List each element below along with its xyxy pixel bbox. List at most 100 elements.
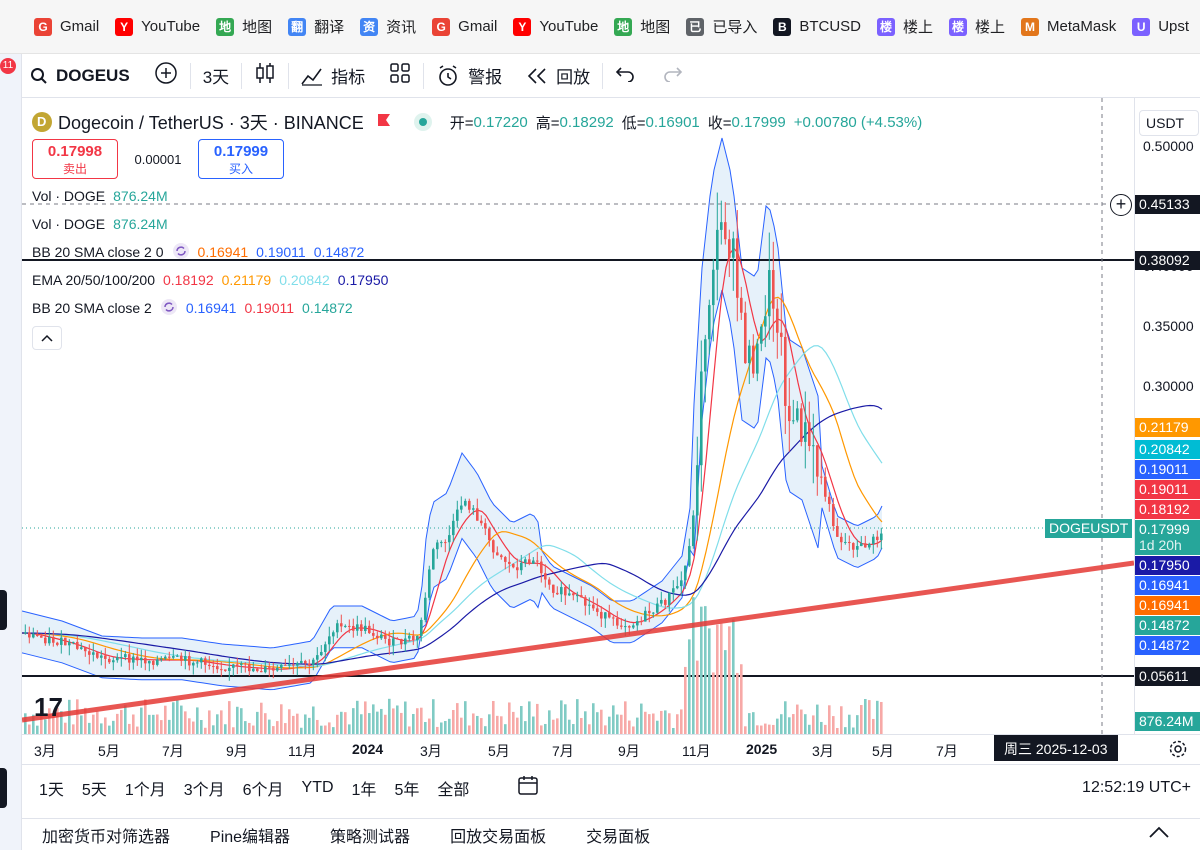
- flag-icon[interactable]: [376, 112, 392, 133]
- bookmark-item[interactable]: Y YouTube: [509, 12, 610, 42]
- candle-body: [812, 445, 815, 447]
- indicator-legend-row[interactable]: Vol · DOGE 876.24M: [32, 182, 922, 210]
- alert-button[interactable]: 警报: [424, 54, 514, 98]
- indicator-legend-row[interactable]: Vol · DOGE 876.24M: [32, 210, 922, 238]
- candle-body: [880, 533, 883, 541]
- range-button[interactable]: 5年: [394, 781, 420, 799]
- range-button[interactable]: 1年: [351, 781, 377, 799]
- volume-bar: [528, 701, 531, 734]
- volume-bar: [268, 719, 271, 734]
- candle-body: [140, 657, 143, 661]
- bookmark-item[interactable]: M MetaMask: [1017, 12, 1128, 42]
- sell-price: 0.17998: [47, 143, 103, 160]
- candle-body: [760, 326, 763, 344]
- range-button[interactable]: 1天: [39, 781, 64, 799]
- volume-bar: [516, 717, 519, 734]
- volume-bar: [736, 672, 739, 734]
- utc-clock[interactable]: 12:52:19 UTC+: [1082, 778, 1191, 796]
- range-button[interactable]: 1个月: [124, 781, 166, 799]
- bookmark-item[interactable]: 地地图: [610, 12, 682, 42]
- toolbar-block[interactable]: [0, 768, 7, 808]
- add-alert-plus-button[interactable]: +: [1110, 194, 1132, 216]
- indicator-legend-row[interactable]: EMA 20/50/100/200 0.18192 0.21179 0.20842 0.…: [32, 266, 922, 294]
- symbol-search-button[interactable]: DOGEUS: [22, 54, 142, 98]
- bottom-tab[interactable]: 回放交易面板: [450, 828, 547, 846]
- range-button[interactable]: 6个月: [242, 781, 284, 799]
- bookmark-item[interactable]: Y YouTube: [111, 12, 212, 42]
- range-button[interactable]: 全部: [437, 781, 470, 799]
- price-chart[interactable]: 17: [22, 98, 1134, 734]
- bookmark-item[interactable]: B BTCUSD: [769, 12, 873, 42]
- indicators-button[interactable]: 指标: [289, 54, 377, 98]
- bookmark-item[interactable]: 地地图: [212, 12, 284, 42]
- bottom-tab[interactable]: 策略测试器: [330, 828, 411, 846]
- range-button[interactable]: YTD: [301, 778, 334, 796]
- interval-button[interactable]: 3天: [202, 68, 230, 87]
- volume-bar: [292, 715, 295, 734]
- bookmark-item[interactable]: 楼楼上: [945, 12, 1017, 42]
- bottom-tab[interactable]: 加密货币对筛选器: [42, 828, 171, 846]
- chart-type-button[interactable]: [242, 54, 288, 98]
- volume-bar: [288, 709, 291, 734]
- range-button[interactable]: 5天: [81, 781, 107, 799]
- undo-button[interactable]: [603, 54, 649, 98]
- indicator-legend-row[interactable]: BB 20 SMA close 2 0 0.16941 0.19011 0.14872: [32, 238, 922, 266]
- volume-bar: [400, 712, 403, 734]
- volume-bar: [256, 711, 259, 734]
- candle-body: [820, 476, 823, 478]
- volume-bar: [428, 718, 431, 734]
- buy-button[interactable]: 0.17999 买入: [198, 139, 284, 179]
- notification-badge[interactable]: 11: [0, 58, 16, 74]
- collapse-legend-button[interactable]: [32, 326, 62, 350]
- indicators-label: 指标: [331, 68, 366, 87]
- candle-body: [220, 669, 223, 671]
- compare-symbol-button[interactable]: [142, 54, 190, 98]
- chart-canvas[interactable]: 17: [22, 98, 1134, 734]
- goto-date-calendar-icon[interactable]: [508, 774, 548, 801]
- bookmark-item[interactable]: G Gmail: [30, 12, 111, 42]
- volume-bar: [24, 713, 27, 734]
- candle-body: [400, 638, 403, 645]
- bookmark-item[interactable]: G Gmail: [428, 12, 509, 42]
- bookmark-item[interactable]: 资资讯: [356, 12, 428, 42]
- volume-bar: [368, 713, 371, 734]
- candle-body: [656, 603, 659, 613]
- volume-bar: [868, 700, 871, 734]
- volume-bar: [112, 720, 115, 734]
- bottom-tab[interactable]: 交易面板: [586, 828, 651, 846]
- volume-bar: [816, 704, 819, 734]
- toolbar-block[interactable]: [0, 590, 7, 630]
- bottom-tab[interactable]: Pine编辑器: [210, 828, 291, 846]
- currency-selector[interactable]: USDT: [1139, 110, 1199, 136]
- undo-icon: [615, 64, 637, 87]
- refresh-icon[interactable]: [172, 242, 190, 263]
- candle-body: [372, 633, 375, 636]
- volume-bar: [376, 711, 379, 734]
- settings-gear-icon[interactable]: [1168, 739, 1188, 764]
- sell-button[interactable]: 0.17998 卖出: [32, 139, 118, 179]
- replay-button[interactable]: 回放: [514, 54, 602, 98]
- chevron-up-icon[interactable]: [1148, 825, 1170, 844]
- indicator-value: 0.16941: [197, 244, 249, 260]
- bookmark-item[interactable]: 楼楼上: [873, 12, 945, 42]
- candle-body: [468, 500, 471, 510]
- volume-bar: [120, 709, 123, 734]
- volume-bar: [840, 706, 843, 734]
- redo-button[interactable]: [649, 54, 695, 98]
- bookmark-item[interactable]: U Upst: [1128, 12, 1200, 42]
- price-tick-label: 0.30000: [1143, 378, 1194, 394]
- time-axis[interactable]: 3月 5月 7月 9月 11月 2024 3月 5月 7月 9月 11月 2025 3月 5月 7月 周三 2…: [22, 734, 1200, 764]
- range-button[interactable]: 3个月: [183, 781, 225, 799]
- price-label-ema: 0.17950: [1135, 556, 1200, 575]
- candle-body: [384, 634, 387, 639]
- refresh-icon[interactable]: [160, 298, 178, 319]
- volume-bar: [88, 722, 91, 734]
- candle-body: [228, 667, 231, 671]
- layout-button[interactable]: [377, 54, 423, 98]
- bookmark-item[interactable]: 翻翻译: [284, 12, 356, 42]
- legend-title[interactable]: Dogecoin / TetherUS · 3天 · BINANCE: [58, 113, 364, 133]
- candle-body: [36, 633, 39, 636]
- price-axis[interactable]: USDT 0.500000.400000.350000.300000.45133…: [1134, 98, 1200, 734]
- indicator-legend-row[interactable]: BB 20 SMA close 2 0.16941 0.19011 0.14872: [32, 294, 922, 322]
- bookmark-item[interactable]: 已已导入: [682, 12, 769, 42]
